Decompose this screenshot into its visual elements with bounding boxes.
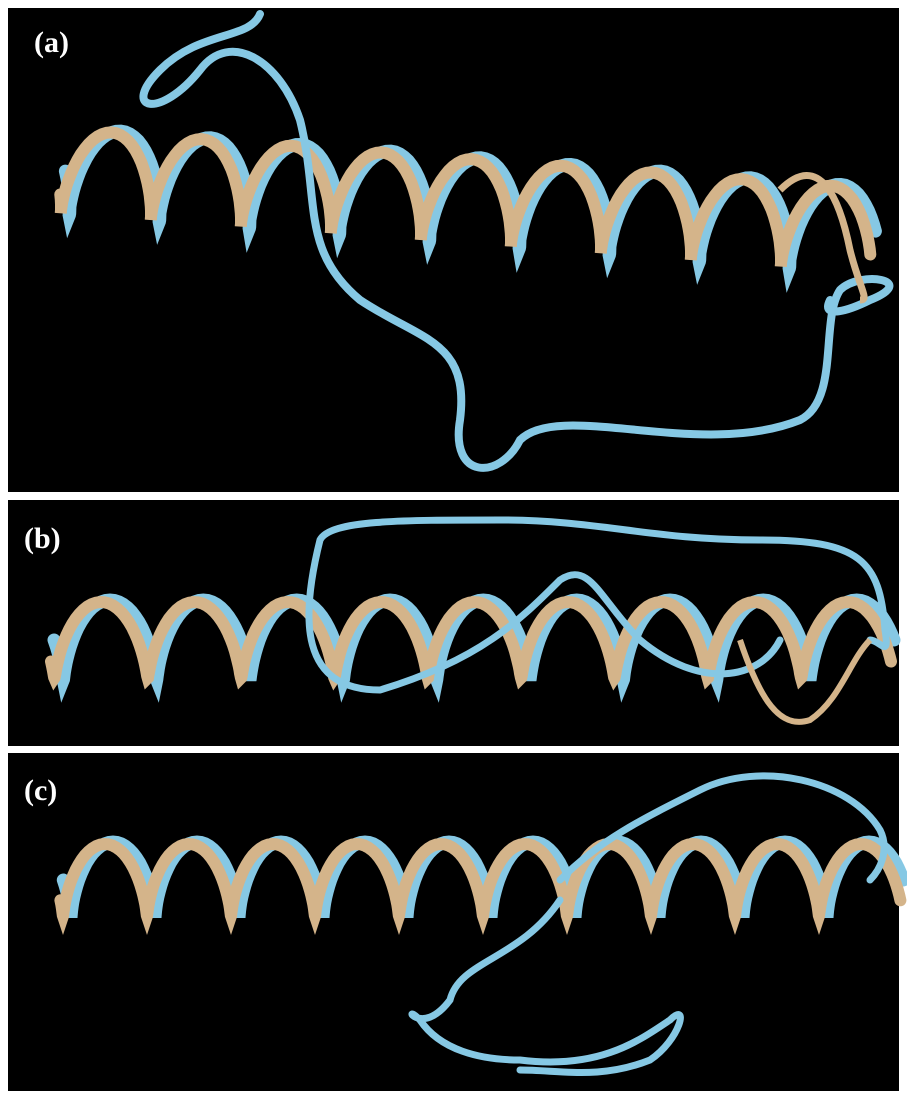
loop	[777, 172, 868, 304]
loop	[737, 637, 873, 725]
panel-label: (b)	[24, 522, 61, 555]
helix	[58, 124, 882, 293]
panel-label: (a)	[34, 26, 69, 59]
panel-a	[8, 8, 899, 492]
helix	[54, 837, 907, 935]
helix	[45, 595, 897, 691]
structures	[45, 10, 907, 1076]
helix	[47, 593, 901, 703]
loop	[408, 772, 888, 1076]
panel-c	[8, 753, 899, 1091]
panel-label: (c)	[24, 774, 57, 807]
helix	[54, 126, 877, 268]
loop	[139, 10, 894, 472]
loop	[305, 516, 890, 694]
